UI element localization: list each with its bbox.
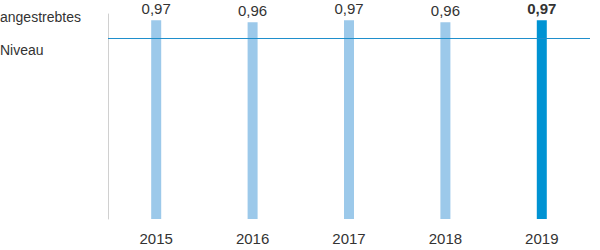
svg-text:0,96: 0,96: [238, 2, 267, 19]
svg-text:0,97: 0,97: [527, 0, 556, 17]
svg-text:2015: 2015: [140, 230, 173, 247]
svg-text:0,96: 0,96: [431, 2, 460, 19]
svg-text:0,97: 0,97: [334, 0, 363, 17]
svg-text:2016: 2016: [236, 230, 269, 247]
svg-text:2017: 2017: [332, 230, 365, 247]
svg-text:angestrebtes: angestrebtes: [0, 9, 81, 25]
svg-text:2019: 2019: [525, 230, 558, 247]
svg-text:Niveau: Niveau: [0, 42, 44, 58]
svg-text:2018: 2018: [429, 230, 462, 247]
svg-text:0,97: 0,97: [142, 0, 171, 17]
